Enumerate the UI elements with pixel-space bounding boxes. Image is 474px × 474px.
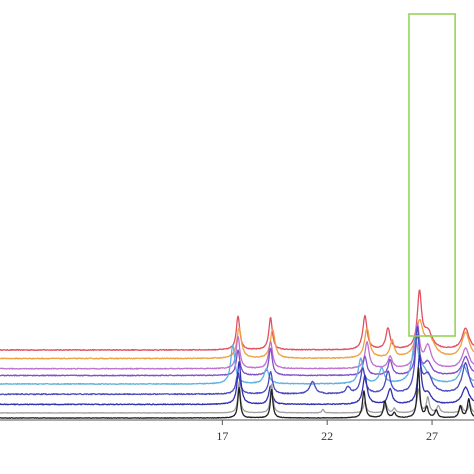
highlight-region-box (408, 13, 456, 337)
series-line-4 (0, 334, 474, 377)
series-line-7 (0, 355, 474, 406)
series-line-3 (0, 322, 474, 370)
series-line-1 (0, 289, 474, 352)
series-traces (0, 289, 474, 419)
x-tick-label-27: 27 (426, 429, 438, 443)
series-line-5 (0, 336, 474, 386)
x-tick-label-22: 22 (321, 429, 333, 443)
x-axis-ticks: 17 22 27 (216, 420, 438, 443)
series-line-9 (0, 367, 474, 419)
x-tick-label-17: 17 (216, 429, 228, 443)
